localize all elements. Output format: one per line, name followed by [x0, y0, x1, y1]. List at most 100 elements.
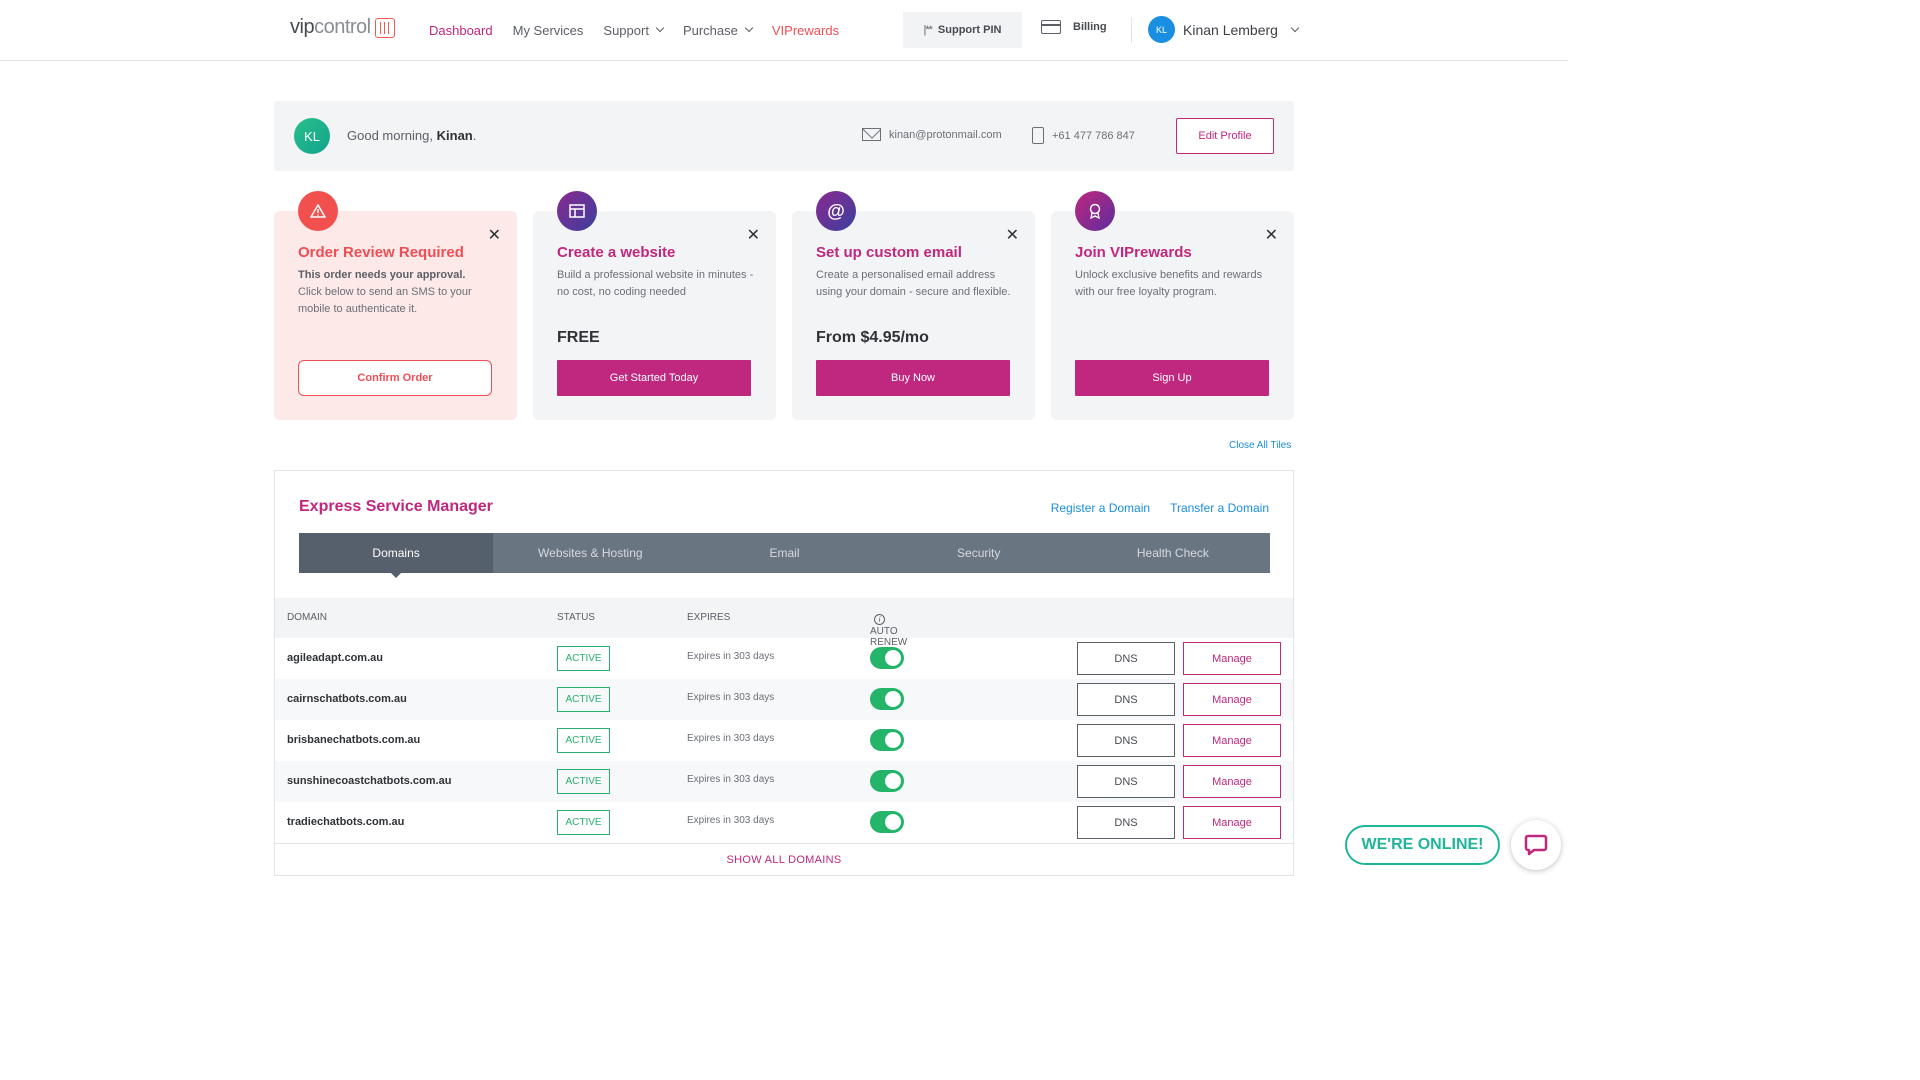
profile-phone: +61 477 786 847 [1032, 127, 1135, 144]
tab-health-check[interactable]: Health Check [1136, 546, 1209, 560]
vipcontrol-logo[interactable]: vipcontrol [290, 16, 395, 39]
tile-title: Create a website [557, 244, 676, 261]
service-tabs: Domains Websites & Hosting Email Securit… [299, 533, 1270, 578]
nav-purchase[interactable]: Purchase [683, 23, 754, 38]
billing-link[interactable]: Billing [1041, 20, 1107, 34]
top-navigation: vipcontrol Dashboard My Services Support… [0, 0, 1568, 61]
transfer-domain-link[interactable]: Transfer a Domain [1170, 501, 1269, 515]
get-started-button[interactable]: Get Started Today [557, 360, 751, 396]
edit-profile-button[interactable]: Edit Profile [1176, 118, 1274, 154]
nav-support[interactable]: Support [603, 23, 665, 38]
chat-bubble-icon [1524, 834, 1548, 856]
table-row: tradiechatbots.com.au ACTIVE Expires in … [275, 802, 1293, 843]
dns-button[interactable]: DNS [1077, 683, 1175, 716]
chevron-down-icon [655, 23, 665, 33]
mail-icon [862, 128, 881, 141]
tile-title: Order Review Required [298, 244, 464, 261]
nav-my-services[interactable]: My Services [512, 22, 584, 38]
billing-label: Billing [1073, 21, 1107, 33]
expiry-text: Expires in 303 days [687, 692, 775, 703]
domain-name: agileadapt.com.au [287, 652, 383, 664]
sign-up-button[interactable]: Sign Up [1075, 360, 1269, 396]
auto-renew-toggle[interactable] [870, 729, 904, 751]
table-row: sunshinecoastchatbots.com.au ACTIVE Expi… [275, 761, 1293, 802]
dns-button[interactable]: DNS [1077, 724, 1175, 757]
column-header-auto-renew: AUTO RENEW i [870, 614, 908, 648]
status-badge: ACTIVE [557, 687, 610, 712]
sliders-logo-icon [374, 17, 395, 38]
close-icon[interactable]: ✕ [487, 227, 501, 244]
table-row: agileadapt.com.au ACTIVE Expires in 303 … [275, 638, 1293, 679]
status-badge: ACTIVE [557, 810, 610, 835]
nav-viprewards[interactable]: VIPrewards [771, 22, 840, 38]
expiry-text: Expires in 303 days [687, 733, 775, 744]
info-icon[interactable]: i [874, 614, 885, 625]
tab-security[interactable]: Security [957, 546, 1001, 560]
expiry-text: Expires in 303 days [687, 651, 775, 662]
manage-button[interactable]: Manage [1183, 683, 1281, 716]
nav-dashboard[interactable]: Dashboard [429, 22, 493, 38]
pin-icon: |** [923, 24, 933, 36]
manage-button[interactable]: Manage [1183, 724, 1281, 757]
avatar: KL [294, 118, 330, 154]
at-icon: @ [816, 191, 856, 231]
auto-renew-toggle[interactable] [870, 770, 904, 792]
tile-viprewards: ✕ Join VIPrewards Unlock exclusive benef… [1051, 191, 1294, 420]
greeting-bar: KL Good morning, Kinan. kinan@protonmail… [274, 101, 1294, 171]
status-badge: ACTIVE [557, 728, 610, 753]
domain-name: tradiechatbots.com.au [287, 816, 405, 828]
auto-renew-toggle[interactable] [870, 688, 904, 710]
tile-body: Create a personalised email address usin… [816, 269, 1011, 298]
profile-email: kinan@protonmail.com [862, 128, 1002, 141]
main-nav: Dashboard My Services Support Purchase V… [429, 0, 839, 60]
support-pin-button[interactable]: |** Support PIN [903, 12, 1022, 48]
chat-launcher[interactable] [1511, 820, 1561, 870]
support-pin-label: Support PIN [937, 24, 1002, 36]
manage-button[interactable]: Manage [1183, 806, 1281, 839]
auto-renew-toggle[interactable] [870, 811, 904, 833]
warning-icon [298, 191, 338, 231]
close-icon[interactable]: ✕ [746, 227, 760, 244]
tile-price: FREE [557, 329, 600, 346]
greeting-text: Good morning, Kinan. [347, 128, 477, 143]
dns-button[interactable]: DNS [1077, 765, 1175, 798]
show-all-domains-link[interactable]: SHOW ALL DOMAINS [275, 843, 1293, 876]
avatar: KL [1148, 16, 1175, 43]
online-status-button[interactable]: WE'RE ONLINE! [1345, 825, 1500, 865]
expiry-text: Expires in 303 days [687, 774, 775, 785]
confirm-order-button[interactable]: Confirm Order [298, 360, 492, 396]
tile-body: Build a professional website in minutes … [557, 269, 754, 298]
express-service-manager: Express Service Manager Register a Domai… [274, 470, 1294, 876]
dns-button[interactable]: DNS [1077, 806, 1175, 839]
close-all-tiles-link[interactable]: Close All Tiles [1229, 440, 1292, 451]
status-badge: ACTIVE [557, 646, 610, 671]
table-header: DOMAIN STATUS EXPIRES AUTO RENEW i [275, 598, 1293, 648]
tab-websites-hosting[interactable]: Websites & Hosting [538, 546, 643, 560]
tile-price: From $4.95/mo [816, 329, 929, 346]
credit-card-icon [1041, 20, 1061, 34]
expiry-text: Expires in 303 days [687, 815, 775, 826]
tab-domains[interactable]: Domains [299, 533, 494, 578]
phone-icon [1032, 127, 1044, 144]
dns-button[interactable]: DNS [1077, 642, 1175, 675]
close-icon[interactable]: ✕ [1264, 227, 1278, 244]
tile-title: Set up custom email [816, 244, 962, 261]
domain-name: cairnschatbots.com.au [287, 693, 407, 705]
user-menu[interactable]: KL Kinan Lemberg [1148, 16, 1300, 43]
website-icon [557, 191, 597, 231]
logo-text: vipcontrol [290, 16, 371, 38]
domain-name: brisbanechatbots.com.au [287, 734, 421, 746]
close-icon[interactable]: ✕ [1005, 227, 1019, 244]
column-header-status: STATUS [557, 612, 595, 623]
tile-custom-email: @ ✕ Set up custom email Create a persona… [792, 191, 1035, 420]
tile-body: This order needs your approval. Click bel… [298, 269, 472, 315]
register-domain-link[interactable]: Register a Domain [1050, 501, 1151, 515]
manage-button[interactable]: Manage [1183, 765, 1281, 798]
auto-renew-toggle[interactable] [870, 647, 904, 669]
tile-create-website: ✕ Create a website Build a professional … [533, 191, 776, 420]
chevron-down-icon [1290, 23, 1300, 32]
manage-button[interactable]: Manage [1183, 642, 1281, 675]
tab-email[interactable]: Email [769, 546, 800, 560]
tile-order-review: ✕ Order Review Required This order needs… [274, 191, 517, 420]
buy-now-button[interactable]: Buy Now [816, 360, 1010, 396]
